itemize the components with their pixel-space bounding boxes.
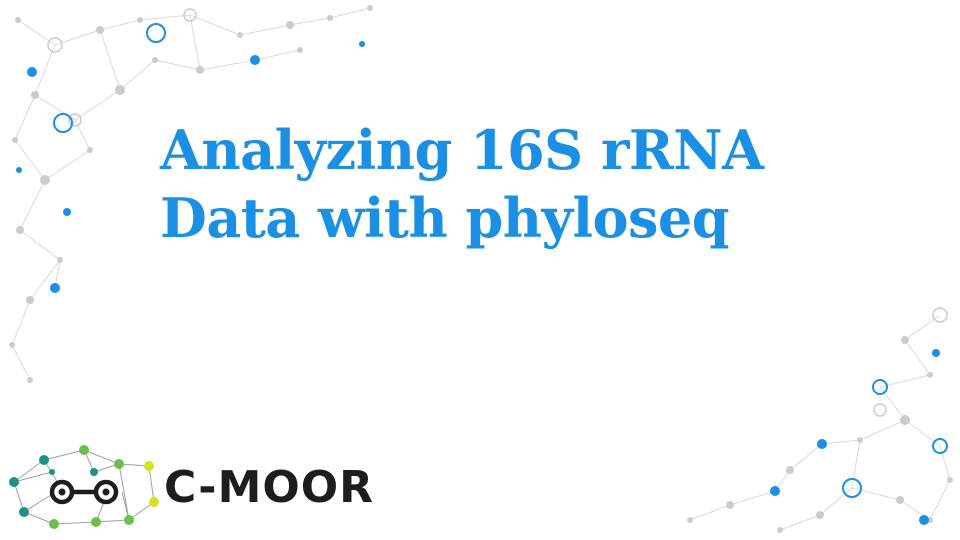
slide-title: Analyzing 16S rRNA Data with phyloseq bbox=[160, 116, 920, 252]
c-moor-logo: C-MOOR bbox=[4, 442, 424, 538]
logo-text: C-MOOR bbox=[164, 462, 375, 513]
network-goggles-icon bbox=[9, 445, 159, 529]
slide-title-line-1: Analyzing 16S rRNA bbox=[160, 118, 764, 182]
slide-title-line-2: Data with phyloseq bbox=[160, 186, 730, 250]
